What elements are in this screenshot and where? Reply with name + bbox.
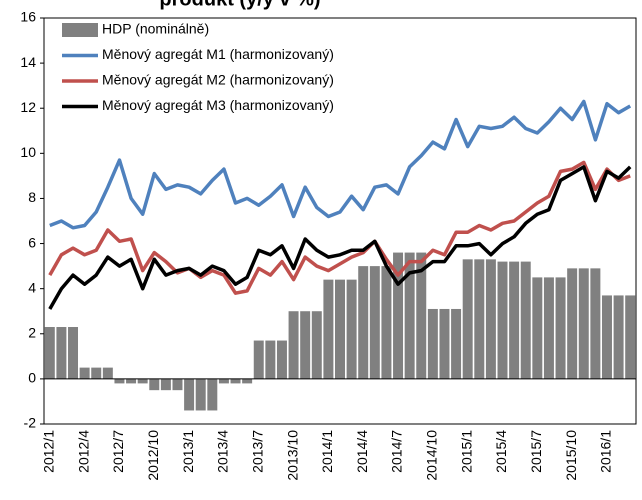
x-tick-label: 2012/4 [75, 430, 91, 473]
x-tick-label: 2013/1 [180, 430, 196, 473]
x-tick-label: 2012/7 [110, 430, 126, 473]
bar [543, 277, 554, 379]
bar [520, 261, 531, 379]
plot-frame [43, 17, 637, 425]
bar [393, 252, 404, 379]
line [48, 160, 631, 295]
bar [323, 279, 334, 379]
bar [102, 367, 113, 379]
x-tick-label: 2015/1 [458, 430, 474, 473]
bar [590, 268, 601, 379]
legend-label: Měnový agregát M3 (harmonizovaný) [102, 97, 334, 113]
legend-label: Měnový agregát M1 (harmonizovaný) [102, 46, 334, 62]
bar [242, 378, 253, 384]
bar [601, 295, 612, 379]
x-tick-label: 2013/7 [249, 430, 265, 473]
bar [149, 378, 160, 391]
line [49, 99, 632, 230]
x-tick-label: 2012/10 [145, 430, 161, 481]
bar [68, 327, 79, 379]
y-tick-label: 2 [28, 324, 36, 340]
x-tick-label: 2015/10 [563, 430, 579, 481]
bar [567, 268, 578, 379]
x-tick-label: 2015/4 [493, 430, 509, 473]
bar [218, 378, 229, 384]
line [48, 165, 632, 310]
x-tick-label: 2015/7 [528, 430, 544, 473]
bar [485, 259, 496, 379]
y-tick-label: 14 [20, 54, 36, 70]
bar [114, 378, 125, 384]
bar [578, 268, 589, 379]
bar [137, 378, 148, 384]
y-tick-label: 4 [28, 279, 36, 295]
legend-label: HDP (nominálně) [102, 21, 209, 37]
bar [555, 277, 566, 379]
chart-title: produkt (y/y v %) [159, 0, 320, 10]
bar [172, 378, 183, 391]
bar [160, 378, 171, 391]
bar [625, 295, 636, 379]
x-tick-label: 2016/1 [598, 430, 614, 473]
y-tick-label: 8 [28, 189, 36, 205]
y-tick-label: 0 [28, 370, 36, 386]
bar [497, 261, 508, 379]
bar [335, 279, 345, 379]
x-tick-label: 2014/10 [424, 430, 440, 481]
legend-label: Měnový agregát M2 (harmonizovaný) [102, 72, 334, 88]
bar [253, 340, 264, 379]
x-tick-label: 2014/4 [354, 430, 370, 473]
y-tick-label: 10 [20, 144, 36, 160]
bar [288, 311, 299, 379]
legend-swatch [62, 23, 98, 37]
bar [427, 308, 438, 379]
bar [184, 378, 195, 411]
bar [44, 327, 55, 379]
bar [195, 378, 206, 411]
bar [126, 378, 137, 384]
y-tick-label: -2 [24, 415, 37, 431]
bar [79, 367, 90, 379]
bar [358, 266, 369, 379]
x-tick-label: 2014/1 [319, 430, 335, 473]
bar [532, 277, 543, 379]
bar [509, 261, 520, 379]
bar [230, 378, 241, 384]
bar [381, 266, 392, 379]
bar [439, 308, 450, 379]
y-tick-label: 6 [28, 234, 36, 250]
bar [613, 295, 624, 379]
bar [276, 340, 287, 379]
y-tick-label: 16 [20, 9, 36, 25]
bar [404, 252, 415, 379]
bar [451, 308, 462, 379]
bar [462, 259, 473, 379]
bar [311, 311, 322, 379]
bar [207, 378, 218, 411]
x-tick-label: 2013/10 [284, 430, 300, 481]
x-tick-label: 2013/4 [215, 430, 231, 473]
bar [474, 259, 485, 379]
bar [346, 279, 357, 379]
bar [369, 266, 380, 379]
bar [300, 311, 311, 379]
bar [56, 327, 67, 379]
bar [265, 340, 276, 379]
x-tick-label: 2012/1 [41, 430, 57, 473]
bar [416, 252, 427, 379]
x-tick-label: 2014/7 [389, 430, 405, 473]
bar [91, 367, 102, 379]
y-tick-label: 12 [20, 99, 36, 115]
